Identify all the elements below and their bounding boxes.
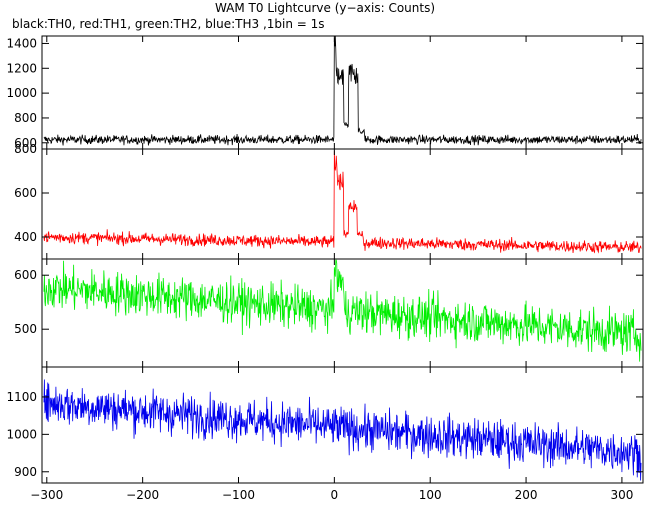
- y-tick-label: 500: [14, 322, 37, 336]
- x-tick-label: 200: [515, 488, 538, 502]
- chart-title: WAM T0 Lightcurve (y−axis: Counts): [214, 1, 436, 15]
- chart-subtitle: black:TH0, red:TH1, green:TH2, blue:TH3 …: [12, 17, 325, 31]
- series-th3-line: [43, 379, 642, 481]
- x-tick-label: −100: [222, 488, 255, 502]
- panel-frame: [41, 366, 644, 484]
- y-tick-label: 600: [14, 186, 37, 200]
- y-tick-label: 900: [14, 465, 37, 479]
- series-th1-line: [43, 150, 642, 254]
- y-tick-label: 600: [14, 268, 37, 282]
- panel-frame: [41, 258, 644, 368]
- panel-th1: 400 600 800: [14, 142, 644, 260]
- y-tick-label: 1100: [6, 390, 37, 404]
- x-tick-label: −300: [30, 488, 63, 502]
- series-th0-line: [43, 36, 642, 146]
- panel-th2: 500 600: [14, 258, 644, 368]
- x-tick-label: 100: [419, 488, 442, 502]
- y-tick-label: 1000: [6, 427, 37, 441]
- panel-frame: [41, 35, 644, 150]
- y-tick-label: 1000: [6, 86, 37, 100]
- y-tick-label: 1200: [6, 61, 37, 75]
- x-tick-label: 0: [331, 488, 339, 502]
- series-th2-line: [43, 259, 642, 362]
- panel-th0: 600 800 1000 1200 1400: [6, 35, 644, 150]
- x-tick-label: −200: [126, 488, 159, 502]
- y-tick-label: 800: [14, 142, 37, 156]
- y-tick-label: 600: [14, 136, 37, 150]
- y-tick-label: 800: [14, 111, 37, 125]
- y-tick-label: 400: [14, 230, 37, 244]
- y-tick-label: 1400: [6, 36, 37, 50]
- x-tick-label: 300: [610, 488, 633, 502]
- panel-th3: 900 1000 1100: [6, 366, 644, 484]
